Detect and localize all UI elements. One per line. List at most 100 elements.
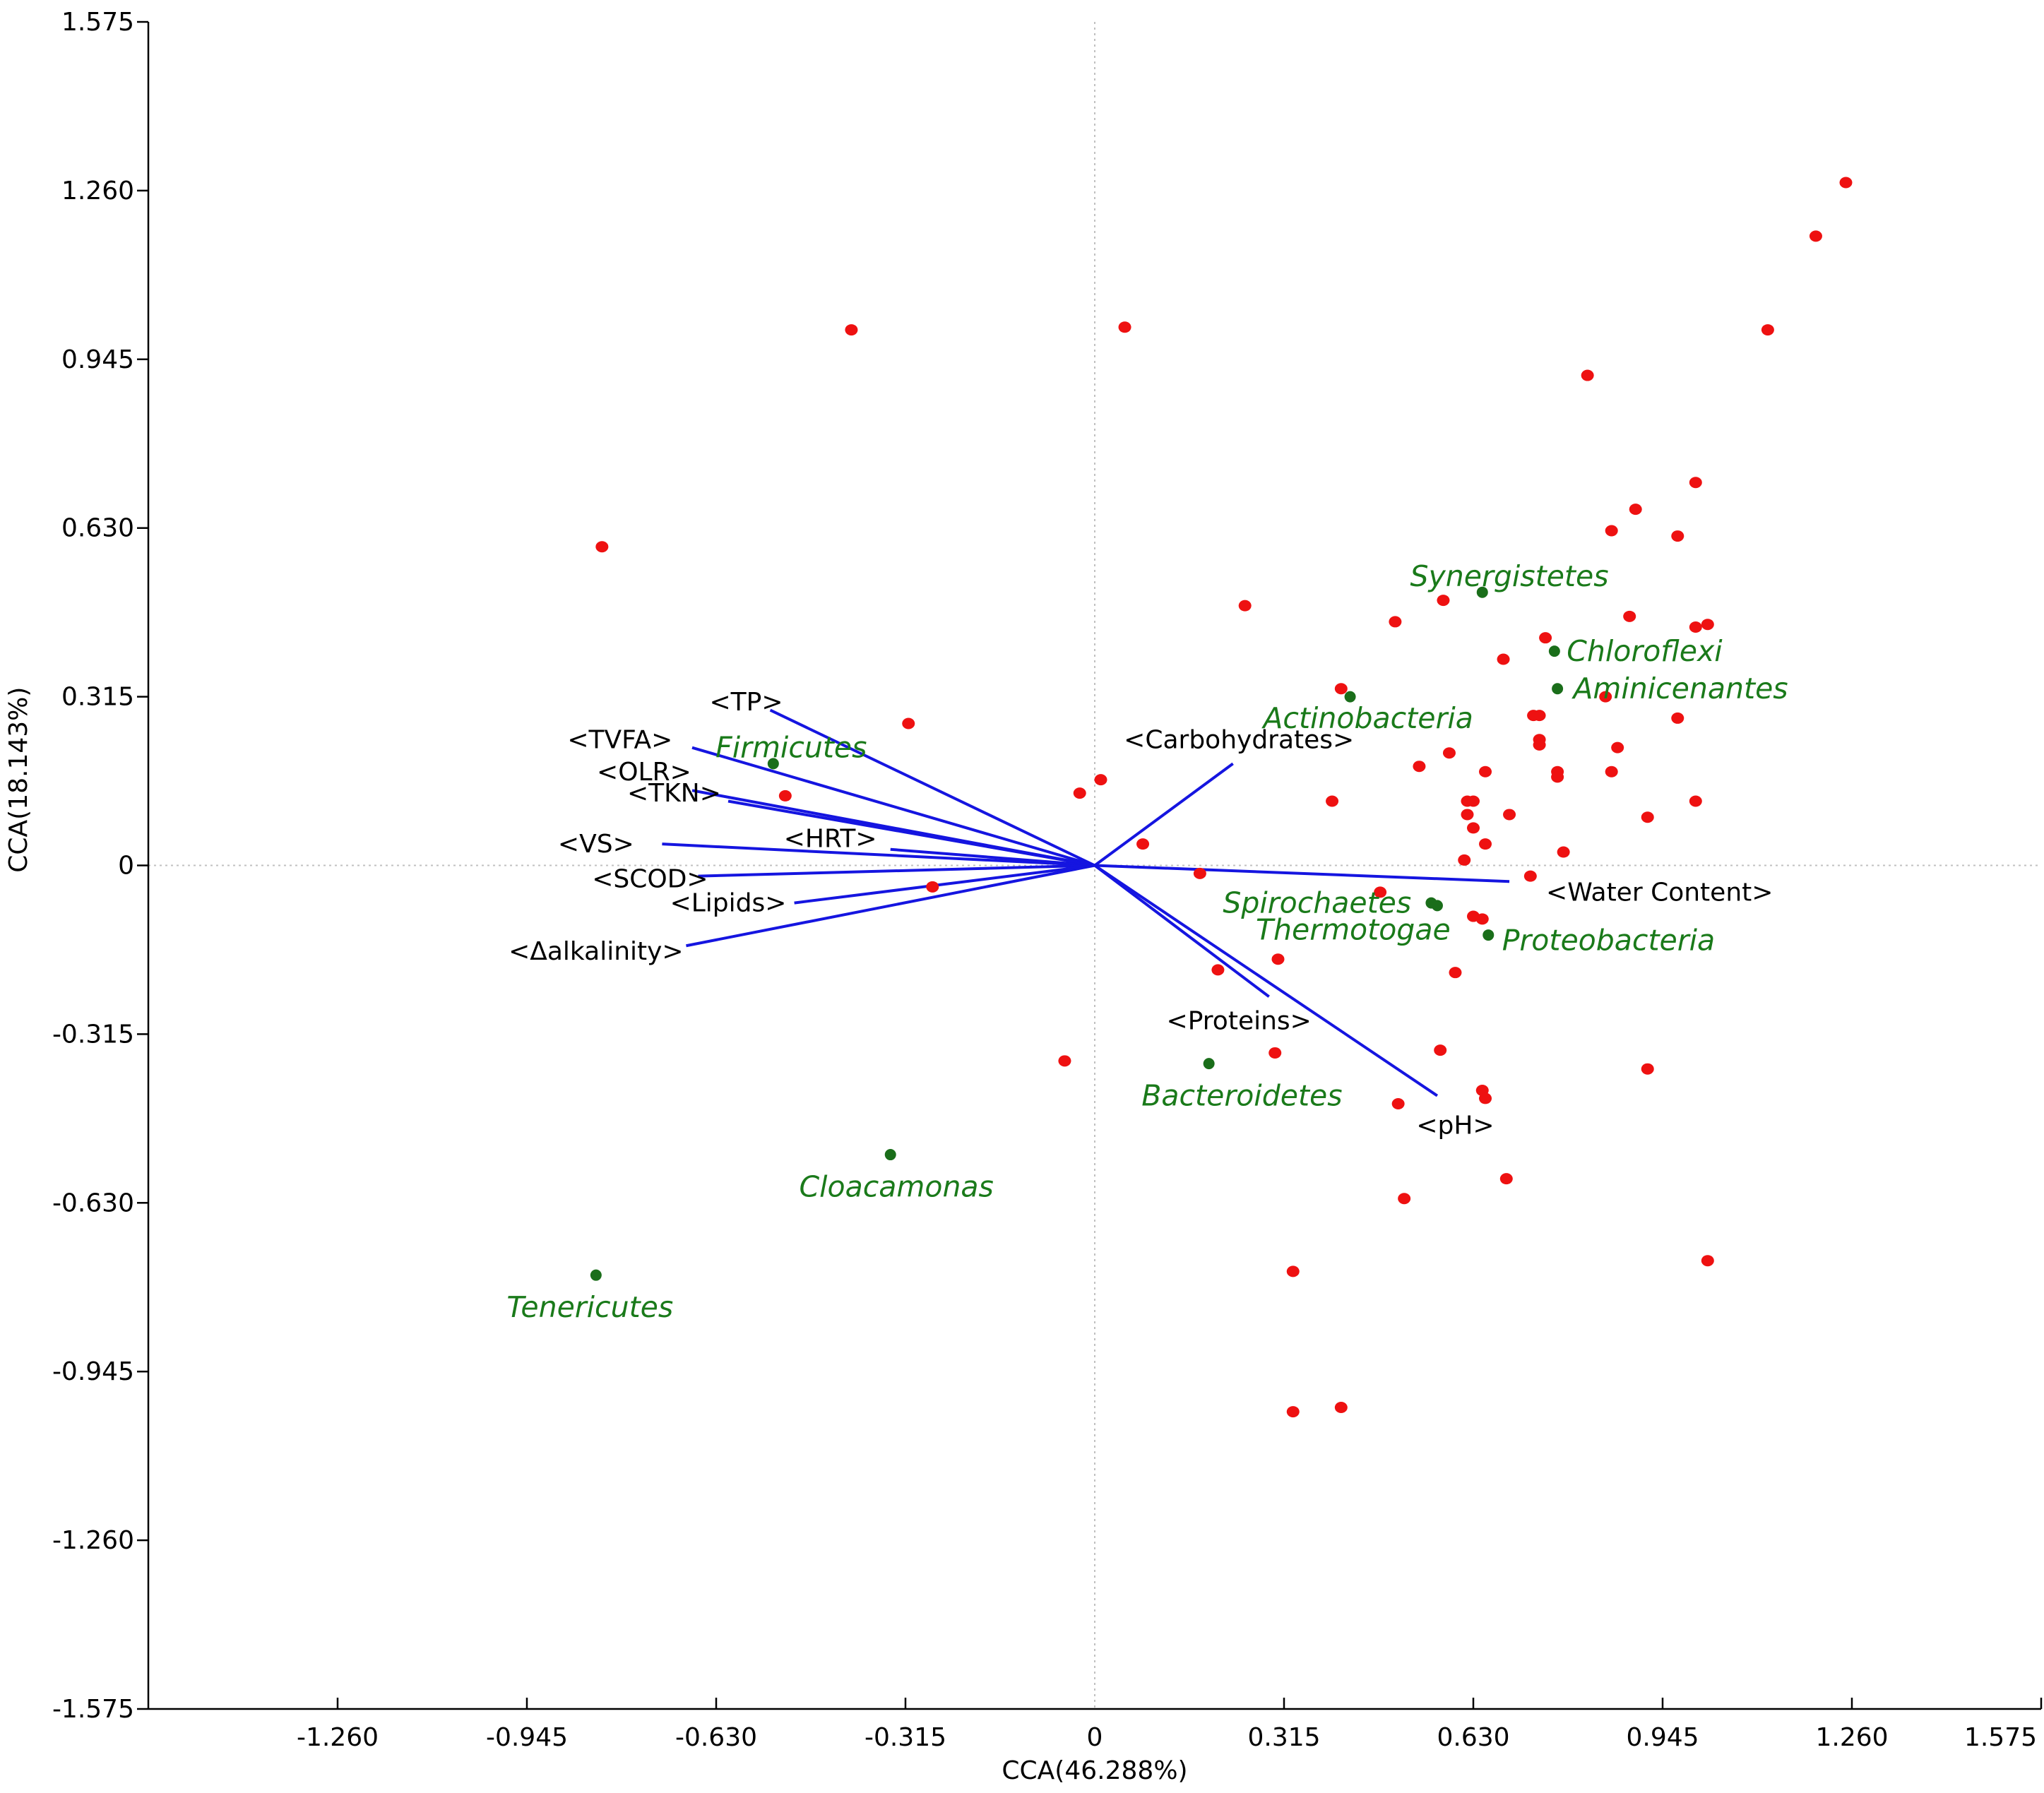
env-vector-label: <Proteins> [1167, 1006, 1312, 1035]
sample-point [1671, 530, 1684, 542]
sample-point [1497, 653, 1510, 665]
sample-point [1641, 1063, 1654, 1075]
x-tick-label: -1.260 [297, 1723, 379, 1752]
x-tick-label: 0.630 [1437, 1723, 1509, 1752]
taxon-label: Synergistetes [1410, 559, 1608, 593]
taxon-label: Aminicenantes [1571, 672, 1788, 705]
env-vector-line [769, 708, 1095, 867]
sample-point [1334, 1402, 1348, 1414]
x-tick-label: -0.945 [486, 1723, 568, 1752]
y-tick-label: 0 [118, 852, 134, 881]
y-tick-label: -1.260 [52, 1526, 134, 1555]
sample-point [1374, 886, 1387, 898]
taxon-point [1203, 1058, 1215, 1070]
sample-point [1442, 747, 1456, 759]
sample-point [1479, 766, 1492, 778]
sample-point [595, 541, 609, 553]
taxon-point [1476, 586, 1488, 598]
env-vector-label: <Water Content> [1546, 878, 1773, 907]
x-tick-label: -0.630 [675, 1723, 757, 1752]
taxon-label: Actinobacteria [1261, 701, 1473, 735]
x-tick-label: 0 [1087, 1723, 1103, 1752]
sample-point [1689, 795, 1702, 807]
sample-point [1701, 619, 1714, 631]
sample-point [1499, 1173, 1513, 1185]
sample-point [1389, 616, 1402, 628]
env-vector-line [727, 799, 1095, 867]
sample-point [1211, 964, 1225, 976]
axes: 1.575 1.260 0.945 0.630 0.315 0 -0.315 -0.630 -0… [52, 8, 2043, 1752]
sample-point [1581, 369, 1594, 381]
sample-point [1599, 691, 1612, 703]
sample-point [778, 790, 792, 802]
y-tick-label: -0.945 [52, 1357, 134, 1386]
sample-point [1475, 913, 1489, 925]
sample-point [1479, 1092, 1492, 1104]
taxon-point [767, 758, 779, 770]
y-tick-label: 0.945 [61, 345, 134, 374]
env-vector-label: <Carbohydrates> [1124, 725, 1354, 754]
env-vector-label: <TKN> [627, 779, 721, 808]
sample-point [845, 324, 858, 336]
env-vector-line [691, 746, 1095, 867]
taxon-point [1344, 691, 1356, 703]
sample-point [1268, 1047, 1282, 1059]
taxon-label: Chloroflexi [1567, 634, 1723, 668]
sample-point [1671, 712, 1684, 724]
env-vector-label: <TVFA> [567, 725, 672, 754]
y-tick-label: 1.260 [61, 177, 134, 205]
sample-point [1623, 610, 1636, 622]
sample-point [1503, 809, 1516, 821]
taxa-points: Firmicutes Synergistetes Chloroflexi Aminic… [506, 559, 1788, 1324]
sample-point [1136, 838, 1150, 850]
sample-point [1193, 867, 1206, 879]
taxon-label: Cloacamonas [800, 1170, 994, 1204]
sample-point [1611, 741, 1624, 753]
env-vector-line [698, 864, 1095, 878]
x-tick-label: -0.315 [864, 1723, 946, 1752]
taxon-label: Firmicutes [715, 731, 867, 765]
taxon-point [884, 1149, 896, 1161]
sample-point [1437, 595, 1450, 607]
sample-point [1449, 967, 1462, 979]
sample-point [1605, 766, 1618, 778]
env-vector-label: <VS> [558, 830, 634, 859]
env-vector-line [662, 842, 1095, 867]
sample-point [1461, 809, 1474, 821]
x-tick-label: 1.260 [1815, 1723, 1888, 1752]
env-vector-line [794, 864, 1095, 905]
sample-point [1641, 811, 1654, 823]
env-vector-label: <pH> [1416, 1111, 1494, 1140]
sample-point [1286, 1265, 1300, 1277]
env-vector-line [1093, 864, 1270, 998]
sample-point [1467, 822, 1480, 834]
taxon-label: Tenericutes [506, 1290, 673, 1324]
sample-point [1701, 1255, 1714, 1267]
x-axis-title: CCA(46.288%) [1002, 1756, 1187, 1785]
env-vector-label: <OLR> [597, 758, 691, 787]
sample-point [1467, 795, 1480, 807]
env-vector-line [1094, 864, 1510, 883]
y-tick-label: 0.315 [61, 683, 134, 712]
sample-point [1058, 1055, 1071, 1067]
taxon-point [1548, 645, 1560, 657]
sample-point [1326, 795, 1339, 807]
taxon-label: Proteobacteria [1502, 924, 1715, 958]
taxon-label: Spirochaetes [1223, 886, 1411, 920]
sample-point [1809, 230, 1822, 242]
taxon-label: Thermotogae [1256, 913, 1451, 947]
y-tick-label: -0.315 [52, 1020, 134, 1049]
sample-point [1073, 787, 1086, 799]
y-tick-label: -1.575 [52, 1695, 134, 1724]
env-vector-line [686, 864, 1095, 948]
y-tick-label: -0.630 [52, 1189, 134, 1217]
sample-point [1539, 632, 1552, 644]
taxon-point [590, 1269, 602, 1281]
taxon-point [1552, 683, 1564, 695]
sample-point [1118, 321, 1131, 333]
y-tick-label: 1.575 [61, 8, 134, 37]
sample-point [1238, 600, 1252, 612]
y-tick-label: 0.630 [61, 514, 134, 543]
env-vector-label: <Δalkalinity> [509, 937, 684, 966]
